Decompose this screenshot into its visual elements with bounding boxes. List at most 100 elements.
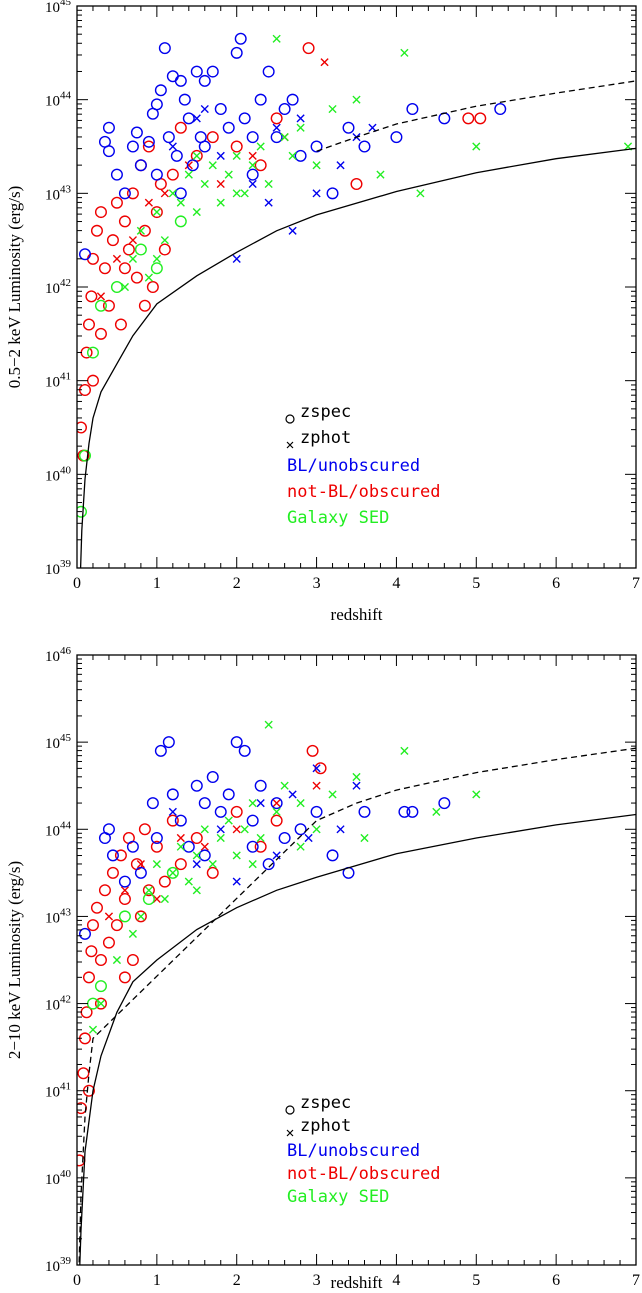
- red-zphot-point: [176, 833, 185, 843]
- red-zspec-point: [86, 919, 99, 932]
- green-zphot-point: [280, 781, 289, 790]
- blue-zspec-point: [102, 121, 115, 134]
- legend-marker-label: zphot: [300, 1116, 351, 1136]
- blue-zspec-point: [294, 823, 307, 836]
- green-zspec-point: [94, 980, 107, 993]
- blue-zspec-point: [130, 126, 143, 139]
- green-zphot-point: [144, 886, 153, 895]
- x-tick-label: 6: [552, 575, 560, 592]
- y-axis-label: 2−10 keV Luminosity (erg/s): [5, 861, 24, 1059]
- red-zspec-point: [118, 215, 131, 228]
- red-zphot-point: [216, 179, 225, 189]
- red-zspec-point: [94, 954, 107, 967]
- green-zphot-point: [240, 825, 249, 834]
- red-zspec-point: [94, 997, 107, 1010]
- y-tick-label: 1041: [45, 1081, 71, 1101]
- y-tick-label: 1043: [45, 183, 72, 203]
- legend-marker-label: zspec: [300, 1093, 351, 1113]
- red-zphot-point: [136, 860, 145, 869]
- green-zphot-point: [296, 123, 305, 132]
- legend-color-label: BL/unobscured: [287, 1141, 420, 1161]
- x-tick-label: 4: [392, 575, 400, 592]
- red-zphot-point: [152, 894, 161, 904]
- green-zphot-point: [112, 955, 122, 965]
- blue-zspec-point: [294, 149, 307, 162]
- red-zspec-point: [90, 224, 103, 237]
- blue-zphot-point: [312, 189, 321, 198]
- red-zspec-point: [254, 159, 267, 172]
- x-tick-label: 7: [632, 1272, 640, 1289]
- red-zphot-point: [200, 842, 209, 851]
- red-zspec-point: [190, 831, 203, 844]
- red-zspec-point: [98, 884, 111, 897]
- red-zphot-point: [184, 161, 193, 170]
- green-zphot-point: [192, 151, 201, 160]
- red-zspec-point: [350, 177, 363, 190]
- green-zphot-point: [256, 142, 265, 151]
- blue-zspec-point: [134, 866, 147, 879]
- red-zspec-point: [114, 849, 127, 862]
- red-zphot-point: [320, 58, 329, 67]
- x-tick-label: 6: [552, 1272, 560, 1289]
- green-zphot-point: [264, 720, 273, 729]
- blue-zphot-point: [336, 825, 345, 834]
- x-axis-label: redshift: [331, 605, 383, 624]
- blue-zspec-point: [246, 840, 259, 853]
- x-tick-label: 1: [153, 575, 161, 592]
- green-zphot-point: [272, 807, 281, 816]
- red-zspec-point: [174, 121, 187, 134]
- red-zphot-point: [144, 198, 153, 207]
- green-zphot-point: [192, 207, 201, 217]
- blue-zspec-point: [182, 840, 195, 853]
- red-zphot-point: [248, 151, 257, 160]
- blue-zspec-point: [254, 93, 267, 106]
- red-zspec-point: [150, 206, 163, 219]
- green-zphot-point: [328, 104, 337, 114]
- blue-zspec-point: [106, 849, 119, 862]
- legend-circle-marker: [285, 1105, 295, 1115]
- green-zphot-point: [224, 816, 233, 825]
- red-zspec-point: [270, 112, 283, 125]
- legend-color-label: not-BL/obscured: [287, 1164, 441, 1184]
- green-zphot-point: [152, 207, 161, 217]
- red-zphot-point: [104, 912, 114, 921]
- legend: zspec zphot BL/unobscured not-BL/obscured Ga…: [285, 1093, 441, 1207]
- red-zspec-point: [174, 858, 187, 871]
- red-zspec-point: [114, 318, 127, 331]
- green-zphot-point: [184, 170, 193, 179]
- red-zspec-point: [90, 901, 103, 914]
- data-points: [77, 32, 633, 518]
- blue-zspec-point: [118, 875, 131, 888]
- red-zspec-point: [118, 892, 131, 905]
- blue-zphot-point: [168, 142, 177, 151]
- blue-zspec-point: [214, 805, 227, 818]
- blue-zspec-point: [174, 187, 187, 200]
- red-zspec-point: [102, 936, 115, 949]
- blue-zspec-point: [230, 736, 243, 749]
- blue-zspec-point: [102, 145, 115, 158]
- y-tick-label: 1042: [45, 994, 71, 1014]
- x-axis-label: redshift: [331, 1273, 383, 1292]
- red-zspec-point: [138, 224, 151, 237]
- blue-zspec-point: [142, 135, 155, 148]
- blue-zspec-point: [150, 168, 163, 181]
- red-zspec-point: [166, 814, 179, 827]
- green-zspec-point: [110, 281, 123, 294]
- green-zphot-point: [216, 198, 225, 207]
- green-zphot-point: [352, 95, 361, 104]
- red-zspec-point: [254, 840, 267, 853]
- green-zphot-point: [232, 151, 241, 160]
- green-zphot-point: [136, 226, 145, 235]
- blue-zphot-point: [192, 114, 201, 123]
- blue-zphot-point: [264, 198, 273, 207]
- legend-color-label: not-BL/obscured: [287, 482, 441, 502]
- red-zspec-point: [86, 252, 99, 265]
- green-zphot-point: [152, 254, 161, 263]
- green-zphot-point: [192, 886, 201, 895]
- y-tick-label: 1040: [45, 464, 72, 484]
- blue-zphot-point: [288, 226, 297, 235]
- red-zspec-point: [118, 971, 131, 984]
- red-zspec-point: [80, 346, 93, 359]
- blue-zspec-point: [246, 168, 259, 181]
- green-zphot-point: [216, 833, 225, 843]
